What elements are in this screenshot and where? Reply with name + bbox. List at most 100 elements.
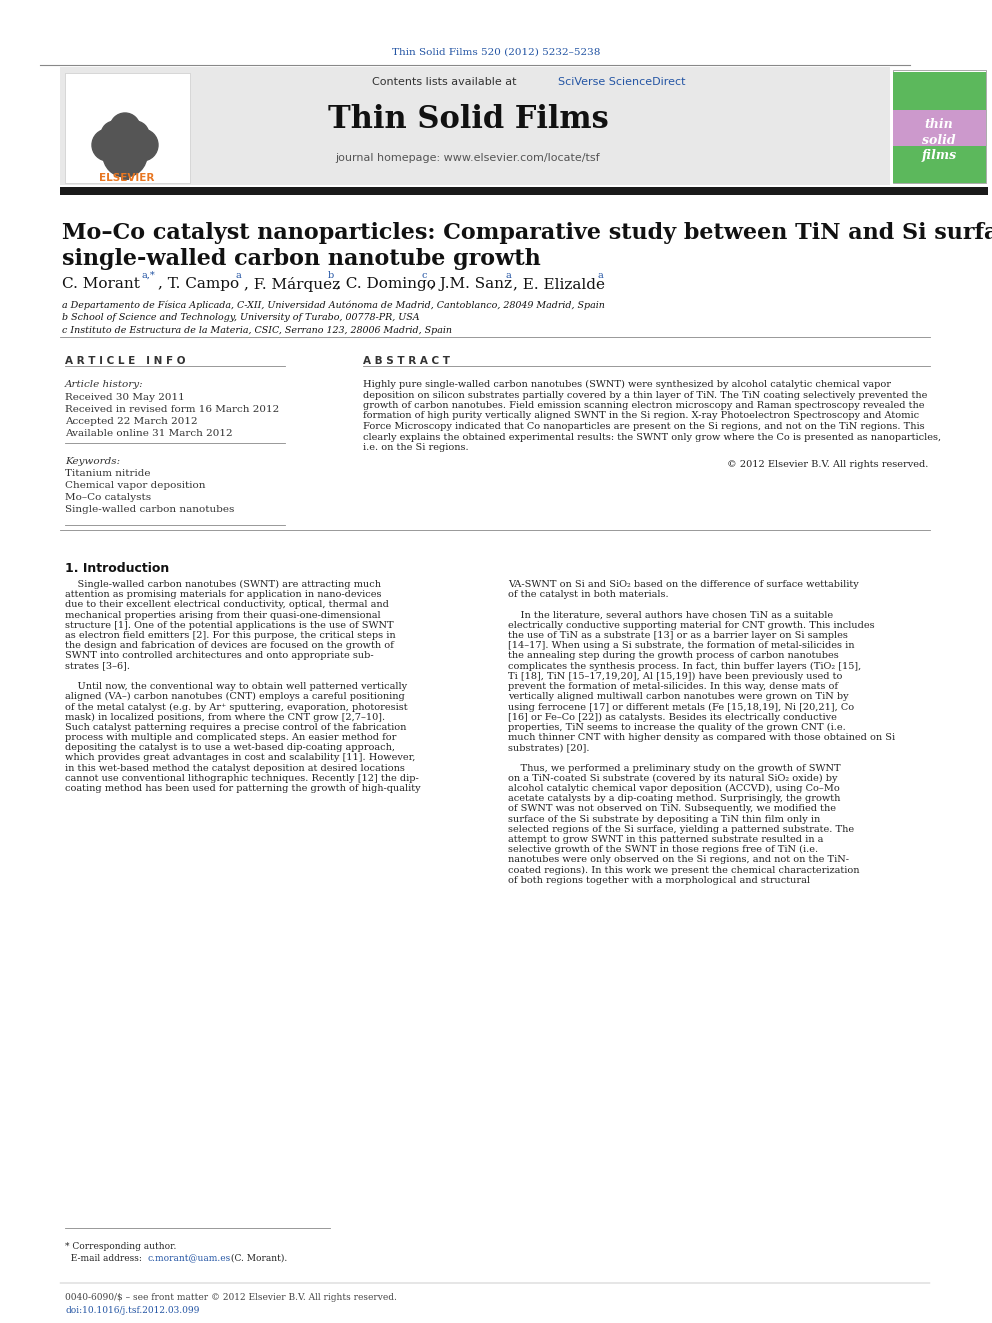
- Text: on a TiN-coated Si substrate (covered by its natural SiO₂ oxide) by: on a TiN-coated Si substrate (covered by…: [508, 774, 837, 783]
- Text: the annealing step during the growth process of carbon nanotubes: the annealing step during the growth pro…: [508, 651, 839, 660]
- Text: ELSEVIER: ELSEVIER: [99, 173, 155, 183]
- Text: mask) in localized positions, from where the CNT grow [2,7–10].: mask) in localized positions, from where…: [65, 713, 385, 722]
- Text: [14–17]. When using a Si substrate, the formation of metal-silicides in: [14–17]. When using a Si substrate, the …: [508, 642, 854, 650]
- FancyBboxPatch shape: [893, 110, 986, 146]
- Text: Thus, we performed a preliminary study on the growth of SWNT: Thus, we performed a preliminary study o…: [508, 763, 840, 773]
- Text: 0040-6090/$ – see front matter © 2012 Elsevier B.V. All rights reserved.: 0040-6090/$ – see front matter © 2012 El…: [65, 1293, 397, 1302]
- Text: mechanical properties arising from their quasi-one-dimensional: mechanical properties arising from their…: [65, 611, 381, 619]
- Text: acetate catalysts by a dip-coating method. Surprisingly, the growth: acetate catalysts by a dip-coating metho…: [508, 794, 840, 803]
- Text: nanotubes were only observed on the Si regions, and not on the TiN-: nanotubes were only observed on the Si r…: [508, 856, 849, 864]
- Text: Mo–Co catalyst nanoparticles: Comparative study between TiN and Si surfaces for: Mo–Co catalyst nanoparticles: Comparativ…: [62, 222, 992, 243]
- Circle shape: [92, 130, 124, 161]
- Circle shape: [110, 112, 140, 143]
- Text: journal homepage: www.elsevier.com/locate/tsf: journal homepage: www.elsevier.com/locat…: [335, 153, 600, 163]
- Text: deposition on silicon substrates partially covered by a thin layer of TiN. The T: deposition on silicon substrates partial…: [363, 390, 928, 400]
- FancyBboxPatch shape: [893, 71, 986, 110]
- Text: (C. Morant).: (C. Morant).: [228, 1254, 288, 1263]
- Text: , J.M. Sanz: , J.M. Sanz: [430, 277, 512, 291]
- Text: growth of carbon nanotubes. Field emission scanning electron microscopy and Rama: growth of carbon nanotubes. Field emissi…: [363, 401, 925, 410]
- Text: c Instituto de Estructura de la Materia, CSIC, Serrano 123, 28006 Madrid, Spain: c Instituto de Estructura de la Materia,…: [62, 325, 452, 335]
- Text: Keywords:: Keywords:: [65, 456, 120, 466]
- Text: Such catalyst patterning requires a precise control of the fabrication: Such catalyst patterning requires a prec…: [65, 722, 407, 732]
- Circle shape: [103, 134, 147, 177]
- Text: the design and fabrication of devices are focused on the growth of: the design and fabrication of devices ar…: [65, 642, 394, 650]
- Text: c.morant@uam.es: c.morant@uam.es: [148, 1254, 231, 1263]
- Text: i.e. on the Si regions.: i.e. on the Si regions.: [363, 443, 468, 452]
- Text: strates [3–6].: strates [3–6].: [65, 662, 130, 671]
- Text: 1. Introduction: 1. Introduction: [65, 562, 170, 576]
- Text: alcohol catalytic chemical vapor deposition (ACCVD), using Co–Mo: alcohol catalytic chemical vapor deposit…: [508, 785, 840, 792]
- Text: Received 30 May 2011: Received 30 May 2011: [65, 393, 185, 402]
- Text: which provides great advantages in cost and scalability [11]. However,: which provides great advantages in cost …: [65, 753, 416, 762]
- Text: selected regions of the Si surface, yielding a patterned substrate. The: selected regions of the Si surface, yiel…: [508, 824, 854, 833]
- FancyBboxPatch shape: [65, 73, 190, 183]
- Text: Highly pure single-walled carbon nanotubes (SWNT) were synthesized by alcohol ca: Highly pure single-walled carbon nanotub…: [363, 380, 891, 389]
- Text: properties, TiN seems to increase the quality of the grown CNT (i.e.: properties, TiN seems to increase the qu…: [508, 722, 846, 732]
- Text: a: a: [505, 271, 511, 280]
- Text: , C. Domingo: , C. Domingo: [336, 277, 435, 291]
- Text: Thin Solid Films: Thin Solid Films: [327, 105, 608, 135]
- FancyBboxPatch shape: [60, 187, 988, 194]
- Text: in this wet-based method the catalyst deposition at desired locations: in this wet-based method the catalyst de…: [65, 763, 405, 773]
- Text: Received in revised form 16 March 2012: Received in revised form 16 March 2012: [65, 405, 280, 414]
- Text: much thinner CNT with higher density as compared with those obtained on Si: much thinner CNT with higher density as …: [508, 733, 895, 742]
- Text: c: c: [422, 271, 428, 280]
- Text: vertically aligned multiwall carbon nanotubes were grown on TiN by: vertically aligned multiwall carbon nano…: [508, 692, 848, 701]
- Text: , E. Elizalde: , E. Elizalde: [513, 277, 605, 291]
- Text: of SWNT was not observed on TiN. Subsequently, we modified the: of SWNT was not observed on TiN. Subsequ…: [508, 804, 836, 814]
- Text: Available online 31 March 2012: Available online 31 March 2012: [65, 429, 233, 438]
- Text: structure [1]. One of the potential applications is the use of SWNT: structure [1]. One of the potential appl…: [65, 620, 394, 630]
- FancyBboxPatch shape: [893, 146, 986, 183]
- Text: a: a: [236, 271, 242, 280]
- Text: A R T I C L E   I N F O: A R T I C L E I N F O: [65, 356, 186, 366]
- Text: © 2012 Elsevier B.V. All rights reserved.: © 2012 Elsevier B.V. All rights reserved…: [726, 460, 928, 468]
- Circle shape: [121, 120, 149, 149]
- Text: Accepted 22 March 2012: Accepted 22 March 2012: [65, 417, 197, 426]
- Text: thin
solid
films: thin solid films: [922, 119, 956, 161]
- Text: cannot use conventional lithographic techniques. Recently [12] the dip-: cannot use conventional lithographic tec…: [65, 774, 419, 783]
- Text: In the literature, several authors have chosen TiN as a suitable: In the literature, several authors have …: [508, 611, 833, 619]
- Text: single-walled carbon nanotube growth: single-walled carbon nanotube growth: [62, 247, 541, 270]
- Text: doi:10.1016/j.tsf.2012.03.099: doi:10.1016/j.tsf.2012.03.099: [65, 1306, 199, 1315]
- Text: Single-walled carbon nanotubes (SWNT) are attracting much: Single-walled carbon nanotubes (SWNT) ar…: [65, 579, 381, 589]
- Text: formation of high purity vertically aligned SWNT in the Si region. X-ray Photoel: formation of high purity vertically alig…: [363, 411, 920, 421]
- Text: process with multiple and complicated steps. An easier method for: process with multiple and complicated st…: [65, 733, 397, 742]
- Text: Until now, the conventional way to obtain well patterned vertically: Until now, the conventional way to obtai…: [65, 681, 407, 691]
- Text: of the catalyst in both materials.: of the catalyst in both materials.: [508, 590, 669, 599]
- Text: * Corresponding author.: * Corresponding author.: [65, 1242, 177, 1252]
- Text: a,*: a,*: [142, 271, 156, 280]
- Circle shape: [126, 130, 158, 161]
- Text: due to their excellent electrical conductivity, optical, thermal and: due to their excellent electrical conduc…: [65, 601, 389, 610]
- Text: surface of the Si substrate by depositing a TiN thin film only in: surface of the Si substrate by depositin…: [508, 815, 820, 824]
- Text: VA-SWNT on Si and SiO₂ based on the difference of surface wettability: VA-SWNT on Si and SiO₂ based on the diff…: [508, 579, 859, 589]
- Text: SciVerse ScienceDirect: SciVerse ScienceDirect: [558, 77, 685, 87]
- Text: complicates the synthesis process. In fact, thin buffer layers (TiO₂ [15],: complicates the synthesis process. In fa…: [508, 662, 861, 671]
- Text: prevent the formation of metal-silicides. In this way, dense mats of: prevent the formation of metal-silicides…: [508, 681, 838, 691]
- Text: SWNT into controlled architectures and onto appropriate sub-: SWNT into controlled architectures and o…: [65, 651, 374, 660]
- Text: coating method has been used for patterning the growth of high-quality: coating method has been used for pattern…: [65, 785, 421, 792]
- Text: A B S T R A C T: A B S T R A C T: [363, 356, 450, 366]
- Text: b School of Science and Technology, University of Turabo, 00778-PR, USA: b School of Science and Technology, Univ…: [62, 314, 420, 321]
- Text: attention as promising materials for application in nano-devices: attention as promising materials for app…: [65, 590, 382, 599]
- Text: as electron field emitters [2]. For this purpose, the critical steps in: as electron field emitters [2]. For this…: [65, 631, 396, 640]
- Text: depositing the catalyst is to use a wet-based dip-coating approach,: depositing the catalyst is to use a wet-…: [65, 744, 395, 753]
- Text: electrically conductive supporting material for CNT growth. This includes: electrically conductive supporting mater…: [508, 620, 875, 630]
- Text: selective growth of the SWNT in those regions free of TiN (i.e.: selective growth of the SWNT in those re…: [508, 845, 818, 855]
- Text: clearly explains the obtained experimental results: the SWNT only grow where the: clearly explains the obtained experiment…: [363, 433, 941, 442]
- Text: [16] or Fe–Co [22]) as catalysts. Besides its electrically conductive: [16] or Fe–Co [22]) as catalysts. Beside…: [508, 713, 837, 722]
- Text: b: b: [328, 271, 334, 280]
- Text: the use of TiN as a substrate [13] or as a barrier layer on Si samples: the use of TiN as a substrate [13] or as…: [508, 631, 848, 640]
- Text: a: a: [598, 271, 604, 280]
- Text: Ti [18], TiN [15–17,19,20], Al [15,19]) have been previously used to: Ti [18], TiN [15–17,19,20], Al [15,19]) …: [508, 672, 842, 681]
- Text: aligned (VA–) carbon nanotubes (CNT) employs a careful positioning: aligned (VA–) carbon nanotubes (CNT) emp…: [65, 692, 405, 701]
- Text: of both regions together with a morphological and structural: of both regions together with a morpholo…: [508, 876, 810, 885]
- Text: Contents lists available at: Contents lists available at: [372, 77, 520, 87]
- Text: a Departamento de Física Aplicada, C-XII, Universidad Autónoma de Madrid, Cantob: a Departamento de Física Aplicada, C-XII…: [62, 300, 605, 310]
- Text: Force Microscopy indicated that Co nanoparticles are present on the Si regions, : Force Microscopy indicated that Co nanop…: [363, 422, 925, 431]
- FancyBboxPatch shape: [121, 161, 129, 180]
- Circle shape: [101, 120, 129, 149]
- Text: Single-walled carbon nanotubes: Single-walled carbon nanotubes: [65, 505, 234, 515]
- Text: E-mail address:: E-mail address:: [65, 1254, 145, 1263]
- Text: , F. Márquez: , F. Márquez: [244, 277, 340, 292]
- Text: Article history:: Article history:: [65, 380, 144, 389]
